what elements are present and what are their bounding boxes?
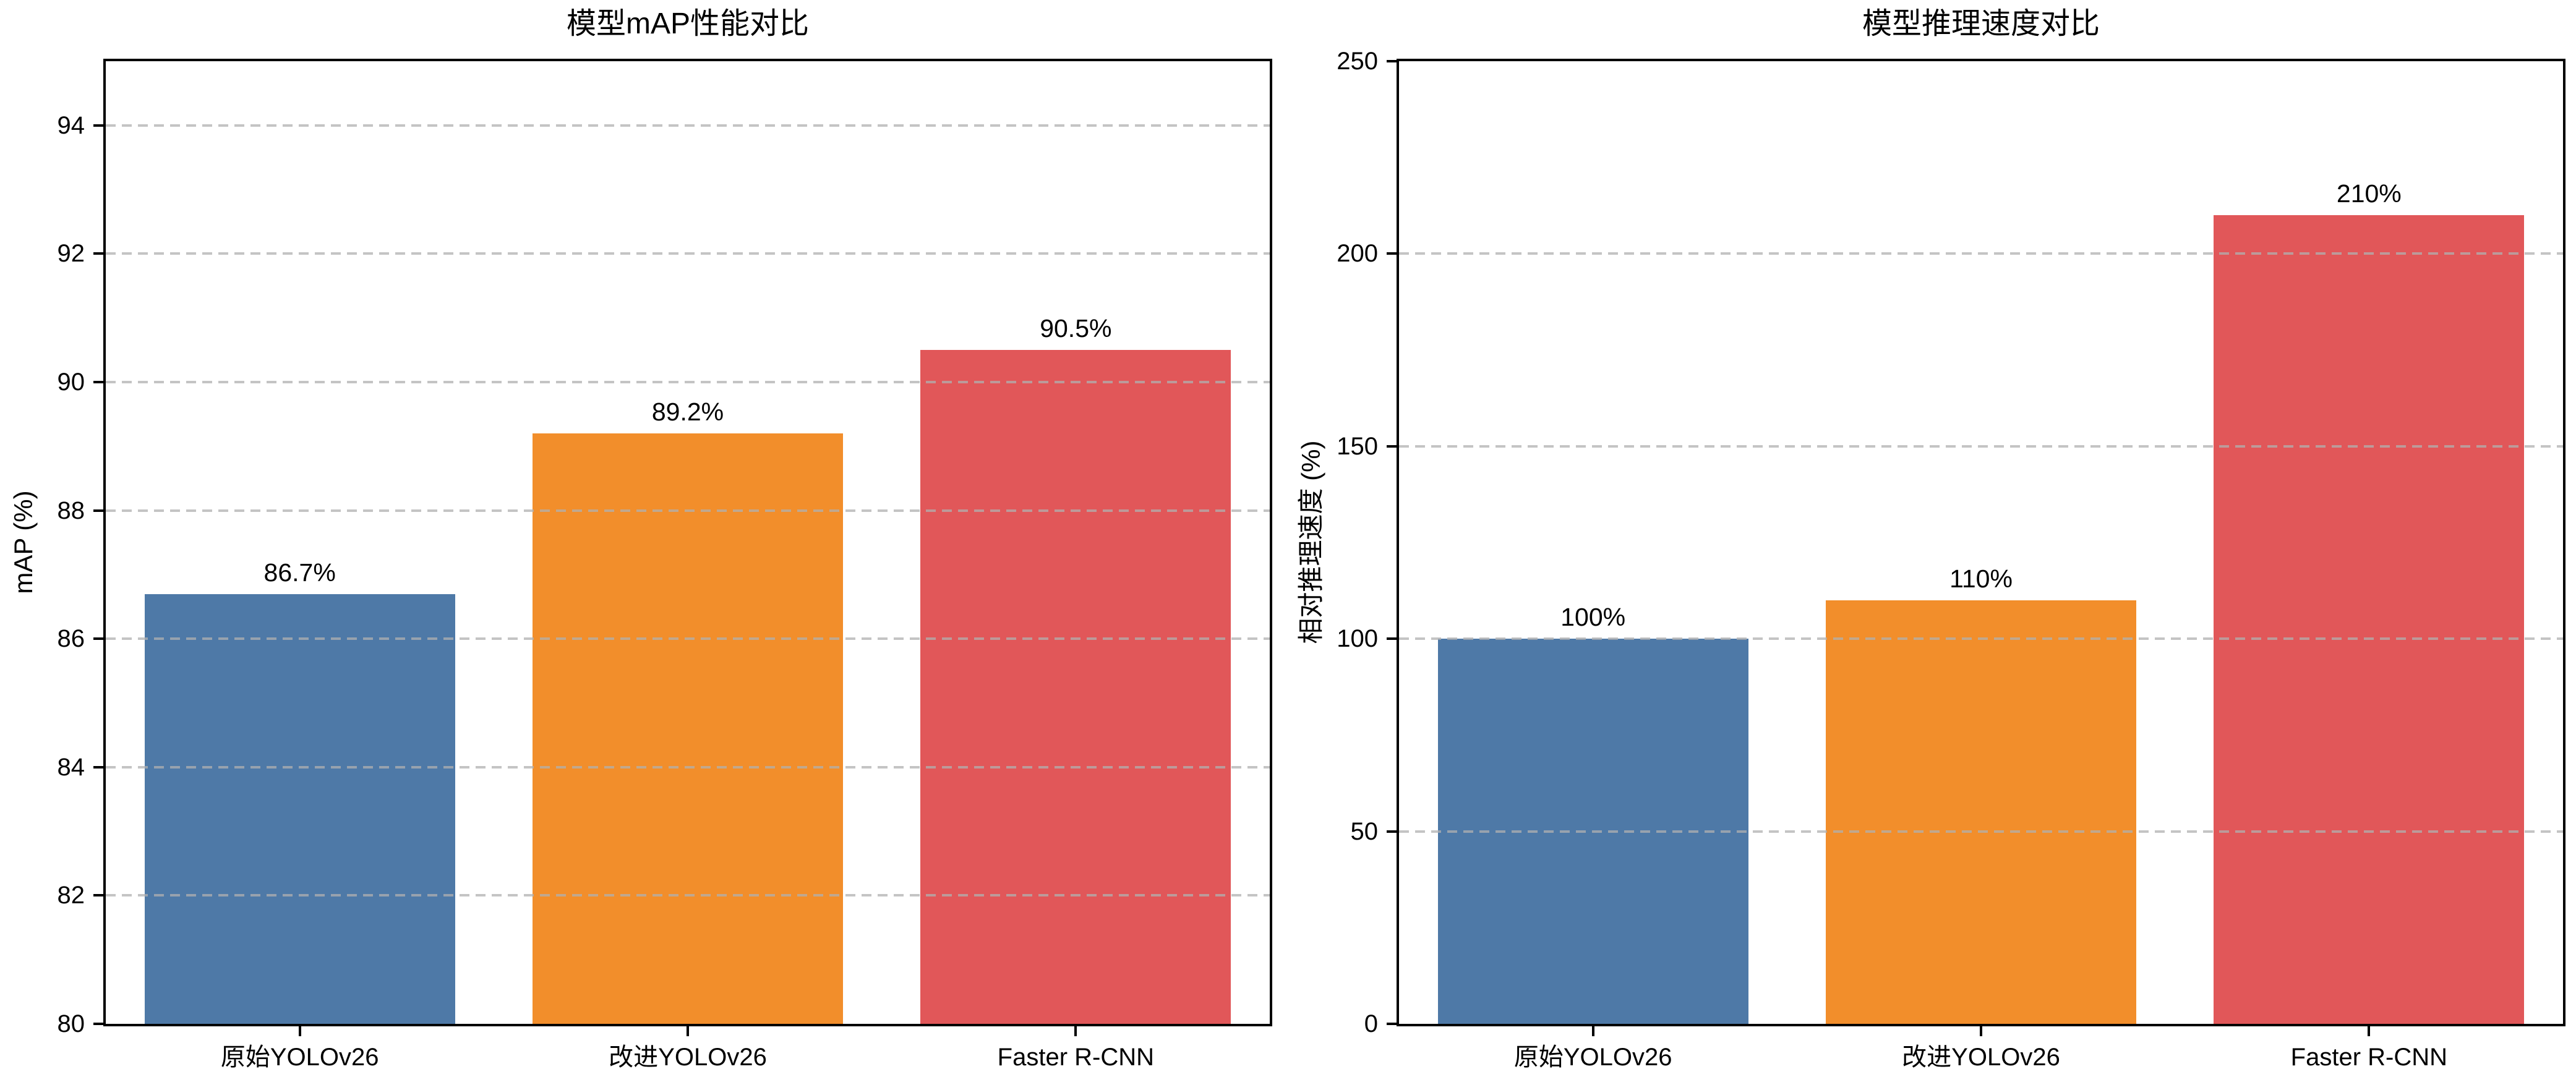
x-tick-label: 改进YOLOv26 — [1902, 1044, 2060, 1071]
bar-value-label: 210% — [2336, 179, 2402, 208]
y-tick-label: 94 — [57, 111, 85, 139]
bar-value-label: 100% — [1560, 603, 1626, 632]
chart-title: 模型mAP性能对比 — [566, 7, 810, 40]
y-tick-label: 0 — [1364, 1010, 1378, 1037]
y-tick-92 — [93, 252, 103, 255]
y-tick-200 — [1387, 252, 1397, 255]
gridline-y-90 — [106, 381, 1270, 384]
bar-value-label: 89.2% — [651, 398, 724, 427]
y-tick-250 — [1387, 60, 1397, 62]
bar-value-label: 110% — [1949, 564, 2013, 593]
x-tick-3 — [1074, 1026, 1077, 1036]
bar-3 — [2214, 215, 2525, 1024]
gridline-y-92 — [106, 252, 1270, 255]
y-tick-label: 100 — [1337, 625, 1378, 653]
y-tick-label: 86 — [57, 625, 85, 653]
y-tick-label: 90 — [57, 368, 85, 396]
gridline-y-150 — [1399, 445, 2563, 448]
gridline-y-94 — [106, 124, 1270, 127]
y-tick-label: 82 — [57, 882, 85, 909]
y-tick-100 — [1387, 637, 1397, 641]
bar-value-label: 90.5% — [1040, 314, 1112, 343]
bar-value-label: 86.7% — [263, 558, 336, 587]
y-tick-150 — [1387, 445, 1397, 448]
y-tick-88 — [93, 509, 103, 512]
gridline-y-82 — [106, 894, 1270, 897]
x-tick-2 — [687, 1026, 689, 1036]
y-tick-50 — [1387, 830, 1397, 833]
y-tick-82 — [93, 894, 103, 897]
y-tick-label: 80 — [57, 1010, 85, 1037]
x-tick-label: Faster R-CNN — [997, 1044, 1154, 1071]
plot-area: 80 82 84 86 88 90 92 94 86.7% 原始YOLOv26 89.2% 改进YOL… — [58, 59, 1272, 1070]
x-tick-1 — [298, 1026, 301, 1036]
y-tick-label: 150 — [1337, 432, 1378, 460]
x-tick-3 — [2368, 1026, 2371, 1036]
x-tick-2 — [1980, 1026, 1982, 1036]
y-tick-80 — [93, 1023, 103, 1025]
gridline-y-86 — [106, 637, 1270, 641]
y-tick-84 — [93, 765, 103, 769]
gridline-y-50 — [1399, 830, 2563, 833]
y-tick-0 — [1387, 1023, 1397, 1025]
y-axis-label: 相对推理速度 (%) — [1296, 440, 1325, 644]
y-tick-label: 250 — [1337, 48, 1378, 75]
y-tick-label: 200 — [1337, 240, 1378, 268]
x-tick-1 — [1591, 1026, 1594, 1036]
y-axis-label: mAP (%) — [9, 490, 38, 594]
bar-3 — [920, 350, 1231, 1024]
y-tick-label: 92 — [57, 240, 85, 268]
y-tick-86 — [93, 637, 103, 641]
x-tick-label: 原始YOLOv26 — [220, 1044, 379, 1071]
x-tick-label: 原始YOLOv26 — [1513, 1044, 1672, 1071]
gridline-y-100 — [1399, 637, 2563, 641]
y-tick-label: 84 — [57, 753, 85, 781]
gridline-y-88 — [106, 509, 1270, 512]
bar-2 — [533, 433, 843, 1024]
y-tick-label: 88 — [57, 496, 85, 524]
bar-1 — [144, 594, 455, 1024]
plot-area: 0 50 100 150 200 250 100% 原始YOLOv26 110% 改进YOLOv2… — [1337, 49, 2565, 1070]
chart-title: 模型推理速度对比 — [1862, 7, 2100, 40]
y-tick-94 — [93, 124, 103, 127]
bar-2 — [1826, 600, 2136, 1024]
chart-map-comparison: 模型mAP性能对比 mAP (%) 80 82 84 86 88 90 92 94 86.7% 原… — [9, 7, 1272, 1070]
x-tick-label: 改进YOLOv26 — [609, 1044, 767, 1071]
gridline-y-84 — [106, 765, 1270, 769]
chart-speed-comparison: 模型推理速度对比 相对推理速度 (%) 0 50 100 150 200 250 100% 原… — [1288, 0, 2576, 1090]
gridline-y-200 — [1399, 252, 2563, 255]
x-tick-label: Faster R-CNN — [2290, 1044, 2447, 1071]
y-tick-label: 50 — [1350, 817, 1379, 845]
y-tick-90 — [93, 381, 103, 384]
